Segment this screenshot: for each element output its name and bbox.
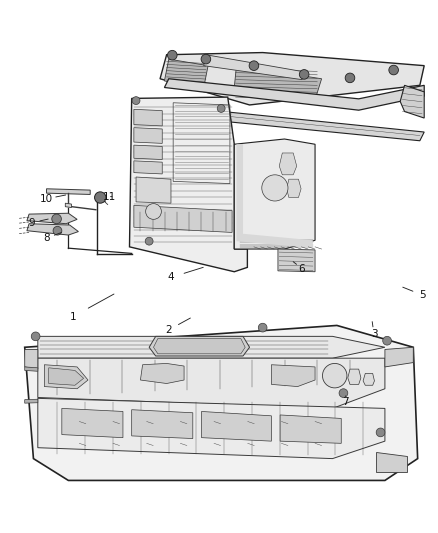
Circle shape <box>201 54 211 64</box>
Circle shape <box>389 65 399 75</box>
Polygon shape <box>279 153 297 175</box>
Polygon shape <box>280 415 341 443</box>
Circle shape <box>322 364 347 388</box>
Polygon shape <box>153 338 245 354</box>
Polygon shape <box>237 144 313 248</box>
Circle shape <box>383 336 392 345</box>
Polygon shape <box>348 369 361 384</box>
Circle shape <box>146 204 161 220</box>
Polygon shape <box>134 205 232 232</box>
Polygon shape <box>278 249 315 272</box>
Polygon shape <box>27 224 78 235</box>
Circle shape <box>262 175 288 201</box>
Polygon shape <box>132 410 193 439</box>
Text: 2: 2 <box>166 325 172 335</box>
Polygon shape <box>164 79 424 110</box>
Polygon shape <box>385 348 413 367</box>
Polygon shape <box>25 350 38 369</box>
Circle shape <box>217 104 225 112</box>
Polygon shape <box>141 364 184 384</box>
Polygon shape <box>272 365 315 386</box>
Text: 4: 4 <box>168 272 174 282</box>
Text: 8: 8 <box>43 233 50 243</box>
Circle shape <box>52 214 61 224</box>
Circle shape <box>258 323 267 332</box>
Polygon shape <box>136 177 171 203</box>
Polygon shape <box>65 203 71 207</box>
Polygon shape <box>164 59 208 87</box>
Circle shape <box>145 237 153 245</box>
Polygon shape <box>134 161 162 174</box>
Polygon shape <box>134 128 162 143</box>
Polygon shape <box>25 399 38 403</box>
Circle shape <box>345 73 355 83</box>
Polygon shape <box>287 179 301 198</box>
Circle shape <box>339 389 348 398</box>
Polygon shape <box>234 139 315 249</box>
Polygon shape <box>363 374 374 385</box>
Polygon shape <box>62 408 123 438</box>
Polygon shape <box>400 85 424 118</box>
Circle shape <box>299 70 309 79</box>
Polygon shape <box>234 66 321 100</box>
Polygon shape <box>49 368 84 385</box>
Polygon shape <box>191 108 424 141</box>
Circle shape <box>249 61 259 70</box>
Polygon shape <box>25 367 38 372</box>
Circle shape <box>167 51 177 60</box>
Polygon shape <box>134 109 162 126</box>
Polygon shape <box>46 189 90 195</box>
Text: 5: 5 <box>419 290 425 300</box>
Text: 11: 11 <box>103 192 117 201</box>
Text: 10: 10 <box>40 194 53 204</box>
Circle shape <box>95 192 106 203</box>
Polygon shape <box>27 213 77 224</box>
Text: 9: 9 <box>28 218 35 228</box>
Text: 1: 1 <box>69 312 76 322</box>
Polygon shape <box>160 53 424 105</box>
Circle shape <box>31 332 40 341</box>
Polygon shape <box>204 55 306 79</box>
Polygon shape <box>25 326 418 480</box>
Circle shape <box>376 428 385 437</box>
Circle shape <box>53 227 62 235</box>
Polygon shape <box>376 452 407 472</box>
Text: 6: 6 <box>299 264 305 273</box>
Polygon shape <box>38 398 385 458</box>
Polygon shape <box>130 97 247 272</box>
Polygon shape <box>201 411 272 441</box>
Polygon shape <box>38 336 385 358</box>
Polygon shape <box>134 145 162 159</box>
Text: 7: 7 <box>343 397 349 407</box>
Polygon shape <box>38 358 385 408</box>
Polygon shape <box>149 336 250 356</box>
Polygon shape <box>44 365 88 389</box>
Text: 3: 3 <box>371 329 377 339</box>
Circle shape <box>132 96 140 104</box>
